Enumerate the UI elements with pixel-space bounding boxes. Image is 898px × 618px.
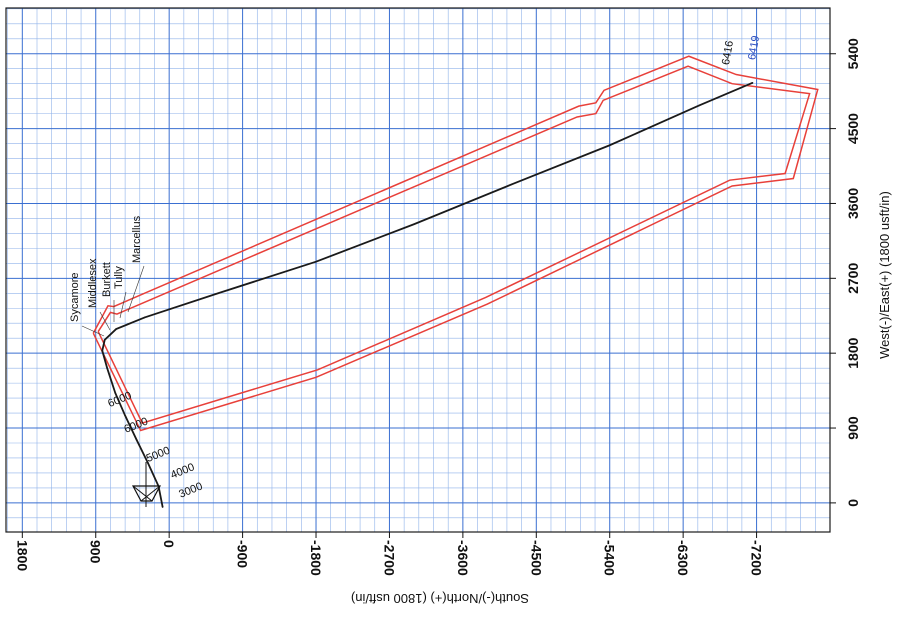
wellpath-point	[511, 183, 513, 186]
wellpath-point	[161, 506, 164, 508]
wellpath-point	[124, 414, 126, 417]
x-tick-label: -3600	[455, 540, 471, 576]
x-tick-label: -900	[235, 540, 251, 568]
wellpath-point	[217, 292, 219, 295]
x-tick-label: -5400	[602, 540, 618, 576]
formation-labels: Sycamore Middlesex Burkett Tully Marcellus	[69, 215, 145, 337]
surface-location-marker	[132, 462, 161, 507]
formation-leader	[81, 325, 105, 337]
x-tick-label: 0	[161, 540, 177, 548]
wellpath-point	[698, 104, 701, 107]
wellpath-point	[315, 260, 317, 263]
hardline-boundaries	[92, 55, 819, 432]
x-tick-label: -6300	[675, 540, 691, 576]
plot-frame	[5, 7, 831, 533]
x-tick-label: 1800	[14, 540, 30, 571]
y-axis-ticks: 0 900 1800 2700 3600 4500 5400	[830, 38, 861, 507]
formation-label: Marcellus	[131, 215, 143, 263]
formation-label: Burkett	[101, 262, 113, 297]
rig-brace-2	[140, 485, 161, 502]
rig-brace-1	[132, 485, 153, 502]
y-tick-label: 5400	[845, 38, 861, 69]
end-depth-label: 6416	[720, 40, 736, 66]
x-tick-label: 900	[88, 540, 104, 564]
wellpath-point	[413, 223, 415, 226]
y-tick-label: 3600	[845, 188, 861, 219]
y-axis-label: West(-)/East(+) (1800 usft/in)	[877, 191, 892, 359]
wellpath-point	[103, 339, 106, 341]
y-tick-label: 0	[845, 499, 861, 507]
wellpath-point	[114, 392, 117, 394]
x-axis-ticks: 1800 900 0 -900 -1800 -2700 -3600 -4500 -5400 -63…	[14, 532, 765, 576]
x-tick-label: -4500	[528, 540, 544, 576]
formation-leader	[99, 311, 111, 331]
wellpath-point	[135, 438, 138, 441]
formation-label: Sycamore	[69, 272, 81, 322]
formation-leader	[119, 291, 127, 319]
boundary-line	[92, 55, 819, 432]
end-depth-labels: 6416 6419	[720, 35, 762, 66]
y-tick-label: 900	[845, 416, 861, 440]
formation-label: Tully	[113, 266, 125, 289]
wellpath-line	[101, 82, 753, 508]
end-depth-label: 6419	[746, 35, 762, 61]
wellpath-point	[751, 82, 754, 84]
y-tick-label: 4500	[845, 113, 861, 144]
y-tick-label: 2700	[845, 263, 861, 294]
y-tick-label: 1800	[845, 337, 861, 368]
boundary-line	[97, 65, 811, 424]
wellpath-point	[608, 144, 611, 147]
wellpath-point	[101, 349, 104, 352]
formation-label: Middlesex	[87, 258, 99, 308]
wellpath-point	[143, 316, 146, 319]
x-tick-label: -7200	[749, 540, 765, 576]
wellpath-point	[147, 462, 149, 464]
x-tick-label: -1800	[308, 540, 324, 576]
wellpath-point	[106, 367, 108, 369]
wellpath-point	[115, 328, 117, 330]
x-axis-label: South(-)/North(+) (1800 usft/in)	[351, 591, 529, 606]
formation-leader	[127, 265, 145, 313]
x-tick-label: -2700	[381, 540, 397, 576]
